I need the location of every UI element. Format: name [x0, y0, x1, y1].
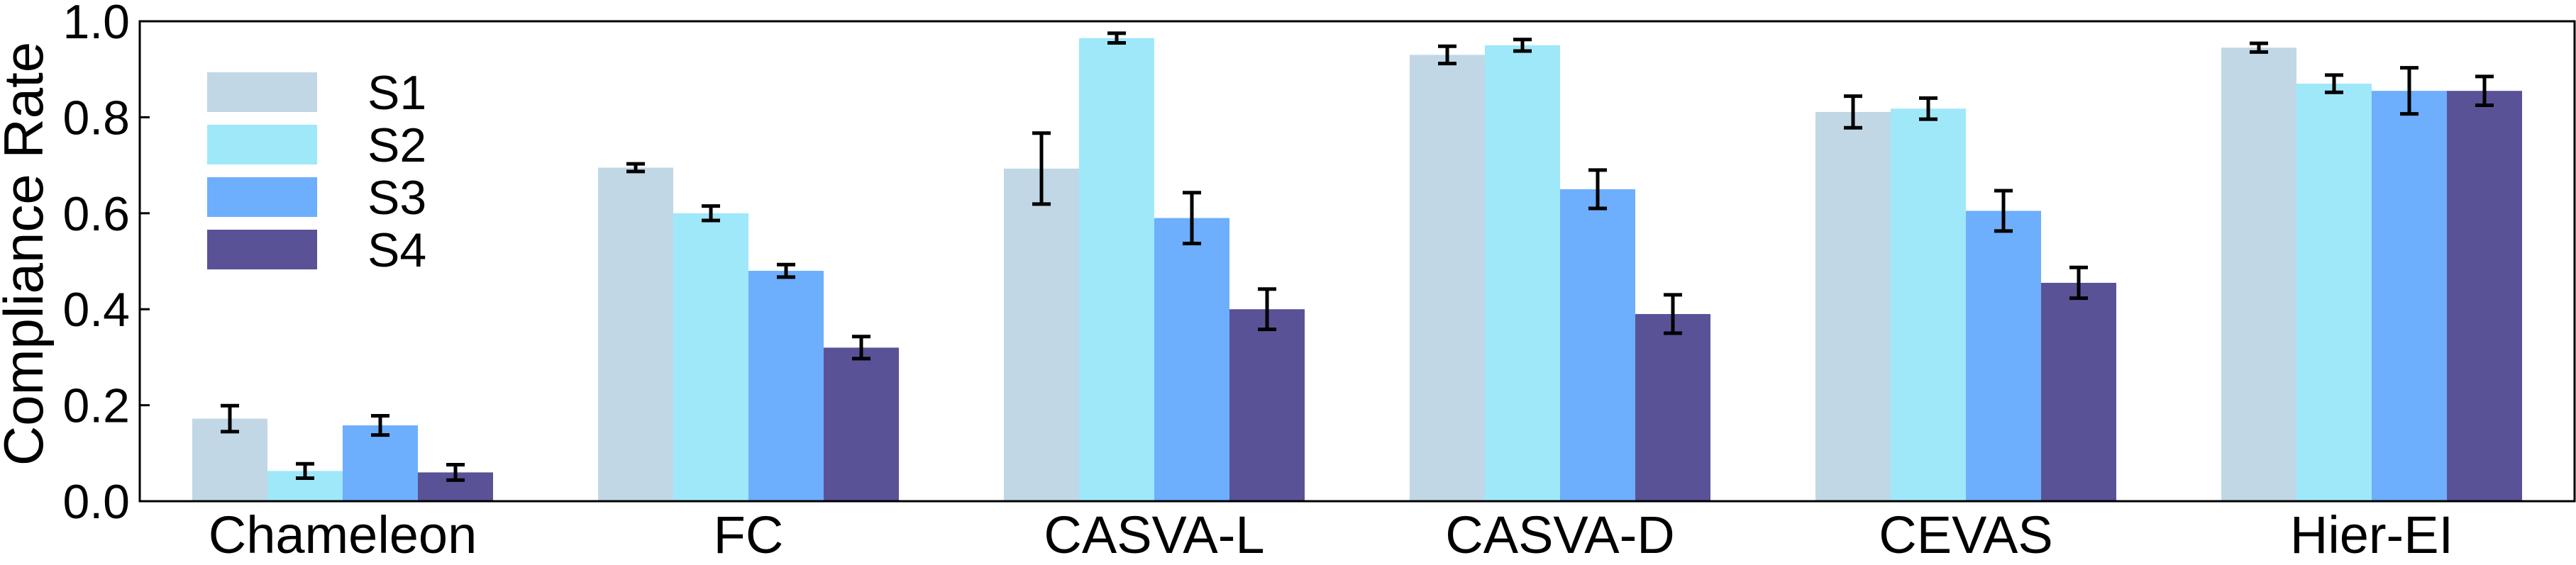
error-bar [1844, 94, 1862, 130]
bar-s2-casva-l [1079, 38, 1154, 501]
error-bar [2250, 41, 2268, 54]
x-tick-label: Chameleon [209, 505, 477, 564]
error-bar [2069, 265, 2088, 301]
bar-s1-hier-ei [2221, 47, 2296, 502]
bar-s3-chameleon [343, 425, 418, 501]
y-tick-label: 0.6 [62, 187, 130, 241]
error-bar [1107, 31, 1126, 45]
bar-s1-casva-d [1410, 55, 1485, 501]
error-bar [446, 463, 465, 482]
error-bar [1513, 38, 1532, 53]
error-bar [371, 413, 389, 437]
x-axis-ticks: Chameleon FC CASVA-L CASVA-D CEVAS Hier-EI [209, 505, 2453, 564]
bar-s3-casva-l [1154, 218, 1229, 501]
x-tick-label: FC [714, 505, 784, 564]
error-bars-group [221, 31, 2494, 482]
error-bar [296, 461, 314, 481]
bar-s4-casva-d [1635, 313, 1710, 501]
error-bar [1032, 131, 1051, 206]
error-bar [1919, 96, 1937, 121]
error-bar [1183, 191, 1201, 245]
plot-frame [138, 20, 2576, 503]
bar-s2-casva-d [1485, 45, 1560, 502]
bar-s4-cevas [2041, 282, 2116, 501]
error-bar [1438, 44, 1456, 66]
y-tick-label: 0.8 [62, 91, 130, 145]
y-axis-ticks: 0.0 0.2 0.4 0.6 0.8 1.0 [62, 0, 150, 529]
bar-s4-casva-l [1229, 309, 1305, 501]
legend-swatch-s1 [207, 72, 317, 112]
legend-swatch-s4 [207, 230, 317, 269]
y-tick-label: 0.0 [62, 475, 130, 529]
error-bar [1258, 287, 1276, 332]
bar-s1-casva-l [1004, 168, 1079, 502]
legend-label-s4: S4 [367, 223, 426, 277]
legend-label-s3: S3 [367, 171, 426, 225]
x-tick-label: CASVA-L [1044, 505, 1264, 564]
error-bar [2475, 74, 2494, 107]
bar-s1-cevas [1815, 111, 1891, 501]
bar-s1-fc [598, 167, 673, 502]
bar-s2-hier-ei [2296, 84, 2372, 501]
x-tick-label: CASVA-D [1445, 505, 1674, 564]
error-bar [2400, 66, 2419, 116]
bar-s2-fc [673, 213, 748, 501]
bars-group [192, 38, 2522, 502]
error-bar [1664, 293, 1682, 335]
bar-s3-hier-ei [2372, 91, 2447, 502]
error-bar [1994, 189, 2013, 233]
error-bar [221, 403, 239, 434]
y-tick-label: 0.2 [62, 379, 130, 433]
x-tick-label: CEVAS [1879, 505, 2052, 564]
error-bar [702, 204, 720, 223]
legend-label-s2: S2 [367, 118, 426, 172]
bar-s3-casva-d [1560, 189, 1635, 501]
legend-label-s1: S1 [367, 66, 426, 120]
y-tick-label: 0.4 [62, 283, 130, 337]
error-bar [2325, 73, 2343, 94]
error-bar [1588, 168, 1607, 211]
error-bar [852, 335, 870, 361]
bar-s3-cevas [1966, 211, 2041, 501]
bar-s4-hier-ei [2447, 91, 2522, 502]
error-bar [626, 162, 645, 174]
bar-s3-fc [748, 271, 824, 501]
error-bar [777, 262, 795, 279]
bar-s4-fc [824, 347, 899, 501]
y-axis-title: Compliance Rate [0, 42, 55, 466]
legend-swatch-s2 [207, 125, 317, 164]
x-tick-label: Hier-EI [2290, 505, 2453, 564]
bar-s2-cevas [1891, 108, 1966, 502]
legend-swatch-s3 [207, 177, 317, 217]
y-tick-label: 1.0 [62, 0, 130, 49]
